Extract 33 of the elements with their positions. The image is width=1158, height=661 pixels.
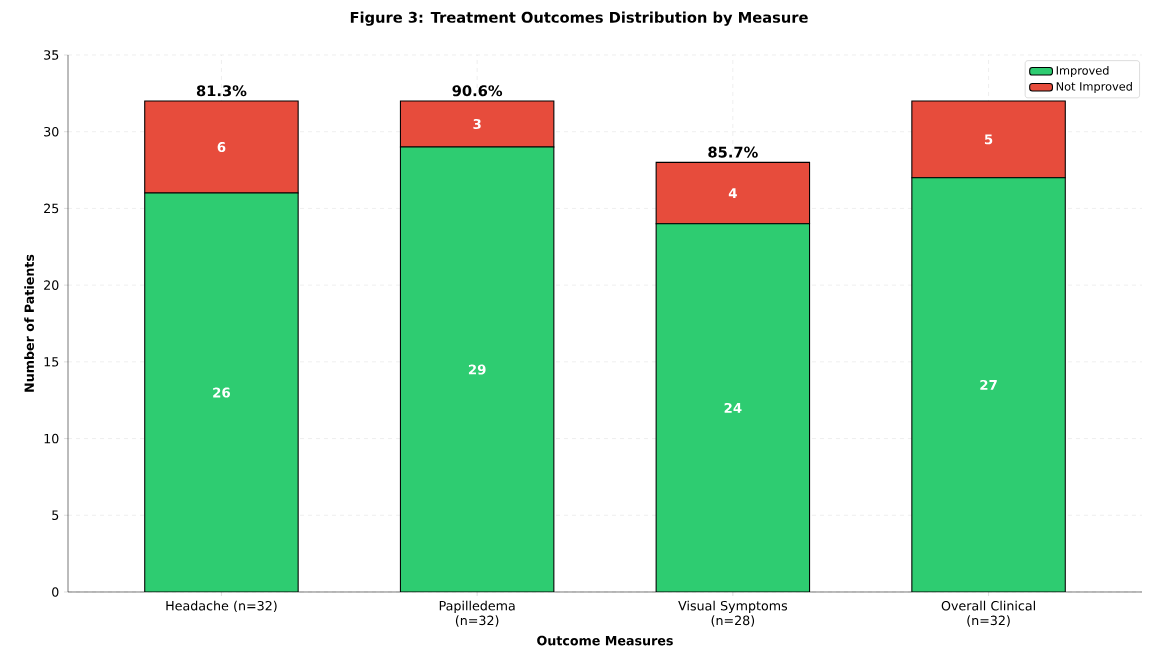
x-axis-title: Outcome Measures: [537, 635, 673, 646]
data-label: 5: [984, 134, 993, 145]
bar: [399, 146, 555, 592]
x-tick-label: Visual Symptoms (n=28): [678, 600, 788, 627]
data-label: 3: [473, 118, 481, 130]
annotation: 90.6%: [452, 85, 503, 97]
y-axis-title: Number of Patients: [24, 254, 35, 392]
bar: [655, 223, 811, 592]
data-label: 27: [980, 379, 997, 390]
data-label: 6: [217, 142, 226, 153]
chart-title: Figure 3: Treatment Outcomes Distribution by Measure: [350, 11, 808, 26]
bar: [144, 192, 299, 592]
y-tick-label: 5: [52, 510, 59, 520]
y-tick-label: 15: [44, 357, 59, 367]
legend-label: Not Improved: [1056, 81, 1132, 93]
y-tick-label: 35: [44, 50, 59, 60]
y-tick-label: 20: [44, 280, 59, 290]
x-tick-label: Papilledema (n=32): [439, 600, 515, 627]
bar: [911, 177, 1066, 592]
annotation: 81.3%: [196, 85, 247, 97]
data-label: 24: [724, 402, 742, 413]
y-tick-label: 30: [44, 126, 59, 137]
legend-label: Improved: [1056, 65, 1109, 77]
y-tick-label: 0: [52, 587, 59, 597]
annotation: 85.7%: [708, 146, 758, 158]
data-label: 4: [728, 188, 737, 198]
data-label: 29: [468, 364, 486, 375]
x-tick-label: Headache (n=32): [166, 600, 277, 612]
y-tick-label: 25: [44, 203, 59, 214]
x-tick-label: Overall Clinical (n=32): [941, 600, 1035, 627]
y-tick-label: 10: [44, 433, 59, 444]
data-label: 26: [213, 387, 231, 398]
bar: [655, 161, 811, 225]
